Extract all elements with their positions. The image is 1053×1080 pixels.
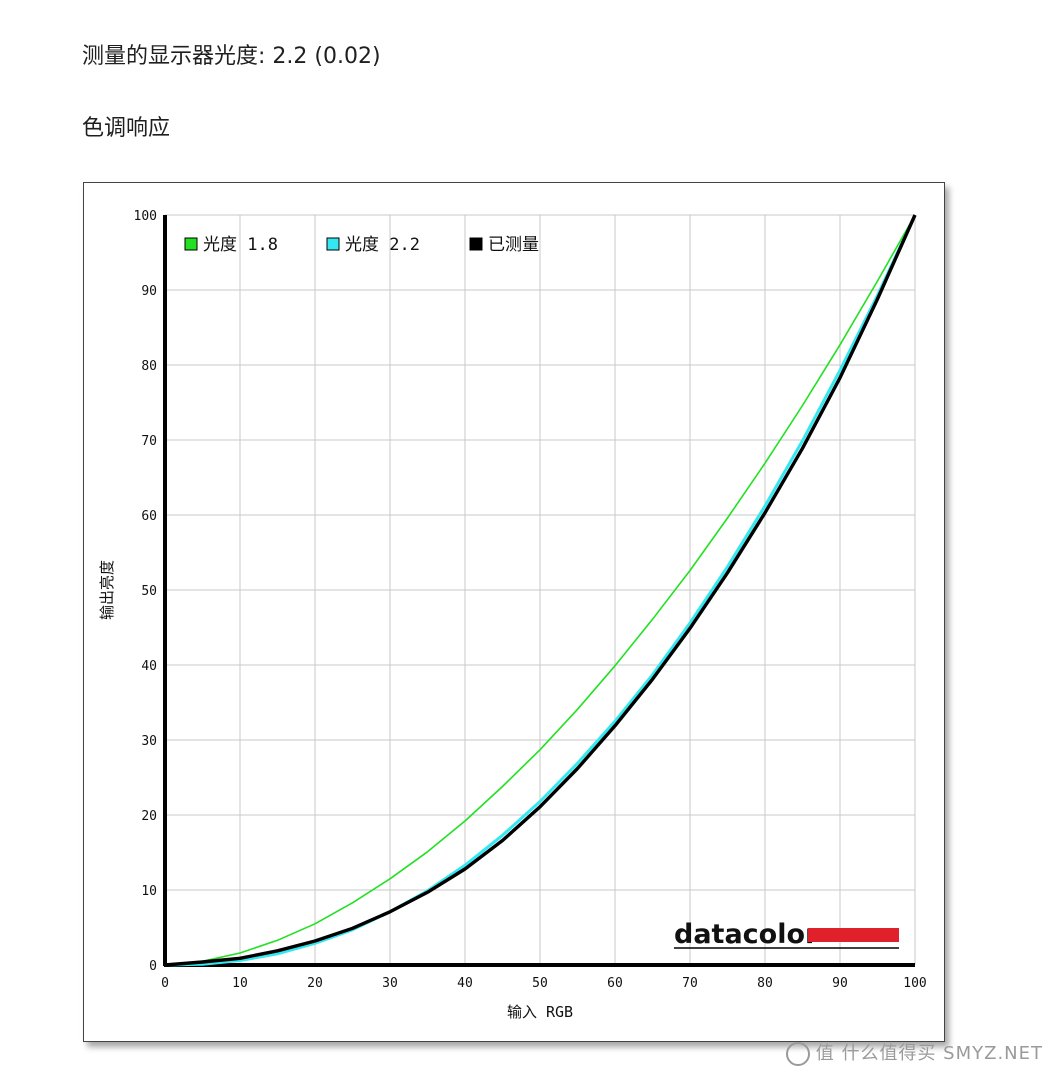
x-tick-label: 10 <box>232 976 248 991</box>
section-title: 色调响应 <box>82 116 171 141</box>
datacolor-logo: datacolor <box>674 919 899 950</box>
x-tick-label: 50 <box>532 976 548 991</box>
series-lines <box>164 214 917 967</box>
y-axis-title: 输出亮度 <box>98 560 116 620</box>
chart-canvas: 0 10 20 30 40 50 60 70 80 90 100 0 10 20 30 40 50 60 70 80 9… <box>98 209 927 1021</box>
x-tick-label: 80 <box>757 976 773 991</box>
y-tick-label: 0 <box>149 959 157 974</box>
measured-gamma-text: 测量的显示器光度: 2.2 (0.02) <box>82 44 381 69</box>
x-tick-label: 90 <box>832 976 848 991</box>
brand-bar <box>808 928 899 942</box>
x-tick-label: 70 <box>682 976 698 991</box>
watermark-text: 值 什么值得买 SMYZ.NET <box>815 1043 1043 1064</box>
grid <box>164 214 916 966</box>
legend-label: 光度 2.2 <box>345 235 420 255</box>
legend-swatch <box>469 237 483 251</box>
legend-label: 已测量 <box>488 235 539 255</box>
brand-text: datacolor <box>674 919 819 950</box>
series-line <box>164 214 916 966</box>
watermark-logo-icon <box>785 1042 810 1066</box>
tone-response-chart: 0 10 20 30 40 50 60 70 80 90 100 0 10 20 30 40 50 60 70 80 9… <box>83 182 945 1042</box>
y-tick-label: 50 <box>141 584 157 599</box>
y-tick-label: 100 <box>134 209 157 224</box>
y-tick-label: 20 <box>141 809 157 824</box>
y-tick-label: 30 <box>141 734 157 749</box>
y-tick-label: 90 <box>141 284 157 299</box>
legend-swatch <box>184 237 198 251</box>
x-tick-label: 20 <box>307 976 323 991</box>
x-tick-label: 100 <box>903 976 926 991</box>
watermark: 值 什么值得买 SMYZ.NET <box>785 1039 1043 1066</box>
y-tick-label: 80 <box>141 359 157 374</box>
x-tick-label: 60 <box>607 976 623 991</box>
y-tick-label: 40 <box>141 659 157 674</box>
legend-label: 光度 1.8 <box>203 235 278 255</box>
y-tick-label: 70 <box>141 434 157 449</box>
x-axis-title: 输入 RGB <box>507 1003 573 1021</box>
axes: 0 10 20 30 40 50 60 70 80 90 100 0 10 20 30 40 50 60 70 80 9… <box>98 209 927 1021</box>
y-tick-label: 10 <box>141 884 157 899</box>
series-line <box>164 214 917 967</box>
x-tick-label: 0 <box>161 976 169 991</box>
series-line <box>164 214 917 967</box>
legend: 光度 1.8 光度 2.2 已测量 <box>184 235 539 255</box>
x-tick-label: 30 <box>382 976 398 991</box>
legend-swatch <box>326 237 340 251</box>
x-tick-label: 40 <box>457 976 473 991</box>
y-tick-label: 60 <box>141 509 157 524</box>
